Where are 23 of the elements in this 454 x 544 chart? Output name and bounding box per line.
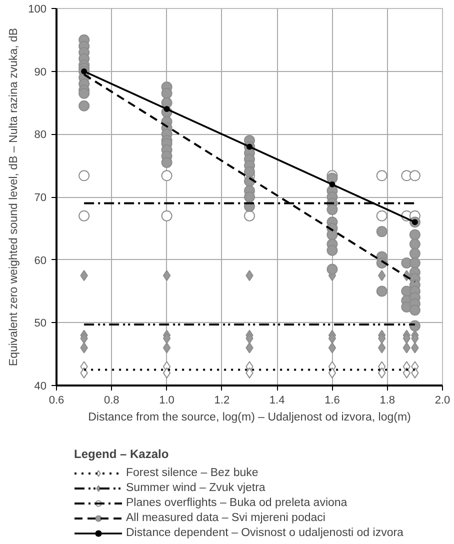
x-axis-title: Distance from the source, log(m) – Udaljenost od izvora, log(m) [88, 412, 412, 424]
y-tick-label: 100 [28, 4, 47, 16]
x-tick-label: 1.4 [269, 394, 285, 406]
y-tick-label: 70 [34, 192, 47, 204]
y-tick-label: 80 [34, 129, 47, 142]
y-tick-label: 60 [34, 254, 47, 267]
x-tick-label: 2.0 [434, 394, 450, 406]
legend-label: Forest silence – Bez buke [126, 466, 258, 480]
legend-label: Planes overflights – Buka od preleta aviona [126, 496, 348, 510]
y-tick-label: 50 [34, 318, 47, 330]
legend-label: Distance dependent – Ovisnost o udaljenosti od izvora [126, 526, 404, 540]
x-tick-label: 0.6 [48, 394, 64, 406]
legend-label: All measured data – Svi mjereni podaci [126, 511, 326, 525]
y-tick-label: 40 [34, 380, 47, 392]
y-tick-label: 90 [34, 66, 47, 78]
y-axis-title: Equivalent zero weighted sound level, dB – Nulta razina zvuka, dB [8, 28, 20, 366]
legend-label: Summer wind – Zvuk vjetra [126, 481, 266, 495]
x-tick-label: 1.2 [214, 394, 230, 406]
x-tick-label: 1.8 [380, 394, 396, 406]
x-tick-label: 1.6 [324, 394, 340, 406]
x-tick-label: 1.0 [159, 394, 174, 406]
x-tick-label: 0.8 [104, 394, 120, 406]
legend-title: Legend – Kazalo [74, 447, 170, 461]
